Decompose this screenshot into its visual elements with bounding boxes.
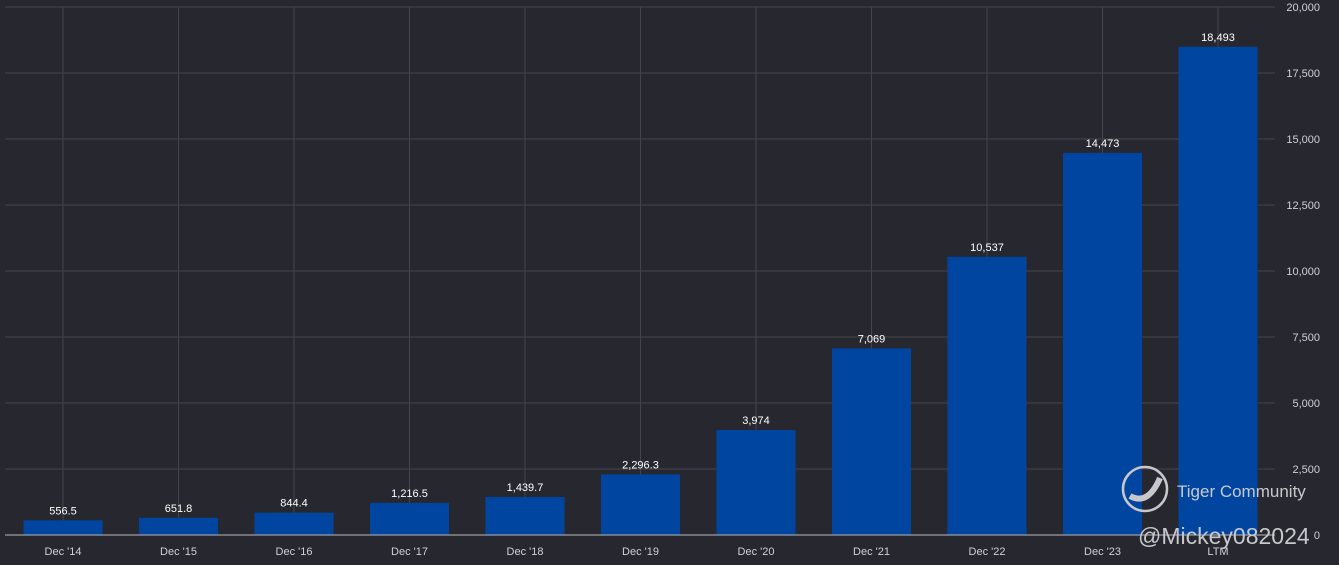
x-tick-label: Dec '20	[738, 546, 775, 558]
bar[interactable]	[1063, 152, 1142, 536]
bar[interactable]	[254, 512, 334, 535]
y-tick-label: 17,500	[1286, 68, 1320, 80]
y-tick-label: 12,500	[1286, 200, 1320, 212]
tiger-logo-icon	[1121, 465, 1169, 513]
x-tick-label: Dec '15	[160, 546, 197, 558]
data-label: 844.4	[280, 498, 308, 510]
bar[interactable]	[485, 496, 565, 535]
data-label: 18,493	[1201, 32, 1235, 44]
bars	[23, 46, 1258, 536]
data-label: 14,473	[1086, 138, 1120, 150]
x-tick-label: Dec '19	[622, 546, 659, 558]
data-label: 3,974	[742, 415, 770, 427]
data-label: 1,216.5	[391, 488, 428, 500]
bar[interactable]	[23, 520, 103, 535]
data-label: 7,069	[858, 333, 886, 345]
y-tick-label: 10,000	[1286, 266, 1320, 278]
y-tick-label: 15,000	[1286, 134, 1320, 146]
x-tick-label: LTM	[1207, 546, 1228, 558]
bar[interactable]	[370, 502, 449, 535]
data-label: 2,296.3	[622, 459, 659, 471]
y-tick-label: 20,000	[1286, 2, 1320, 14]
y-tick-label: 7,500	[1292, 332, 1320, 344]
x-tick-label: Dec '18	[507, 546, 544, 558]
data-label: 1,439.7	[507, 482, 544, 494]
bar[interactable]	[832, 348, 911, 535]
x-tick-label: Dec '16	[276, 546, 313, 558]
y-tick-label: 0	[1314, 530, 1320, 542]
x-tick-label: Dec '23	[1084, 546, 1121, 558]
y-tick-label: 5,000	[1292, 398, 1320, 410]
x-tick-label: Dec '14	[45, 546, 82, 558]
data-label: 651.8	[165, 503, 193, 515]
labels: 0 2,500 5,000 7,500 10,000 12,500 15,000 17,500…	[45, 2, 1320, 558]
bar[interactable]	[601, 474, 680, 535]
watermark-brand: Tiger Community	[1177, 482, 1306, 501]
bar[interactable]	[1178, 46, 1258, 536]
x-tick-label: Dec '17	[391, 546, 428, 558]
x-tick-label: Dec '21	[853, 546, 890, 558]
bar[interactable]	[139, 517, 218, 535]
data-label: 556.5	[49, 505, 77, 517]
bar[interactable]	[716, 430, 796, 535]
x-tick-label: Dec '22	[969, 546, 1006, 558]
y-tick-label: 2,500	[1292, 464, 1320, 476]
watermark: Tiger Community @Mickey082024	[1121, 465, 1310, 549]
bar[interactable]	[947, 256, 1027, 535]
watermark-handle: @Mickey082024	[1138, 523, 1310, 549]
data-label: 10,537	[970, 242, 1004, 254]
